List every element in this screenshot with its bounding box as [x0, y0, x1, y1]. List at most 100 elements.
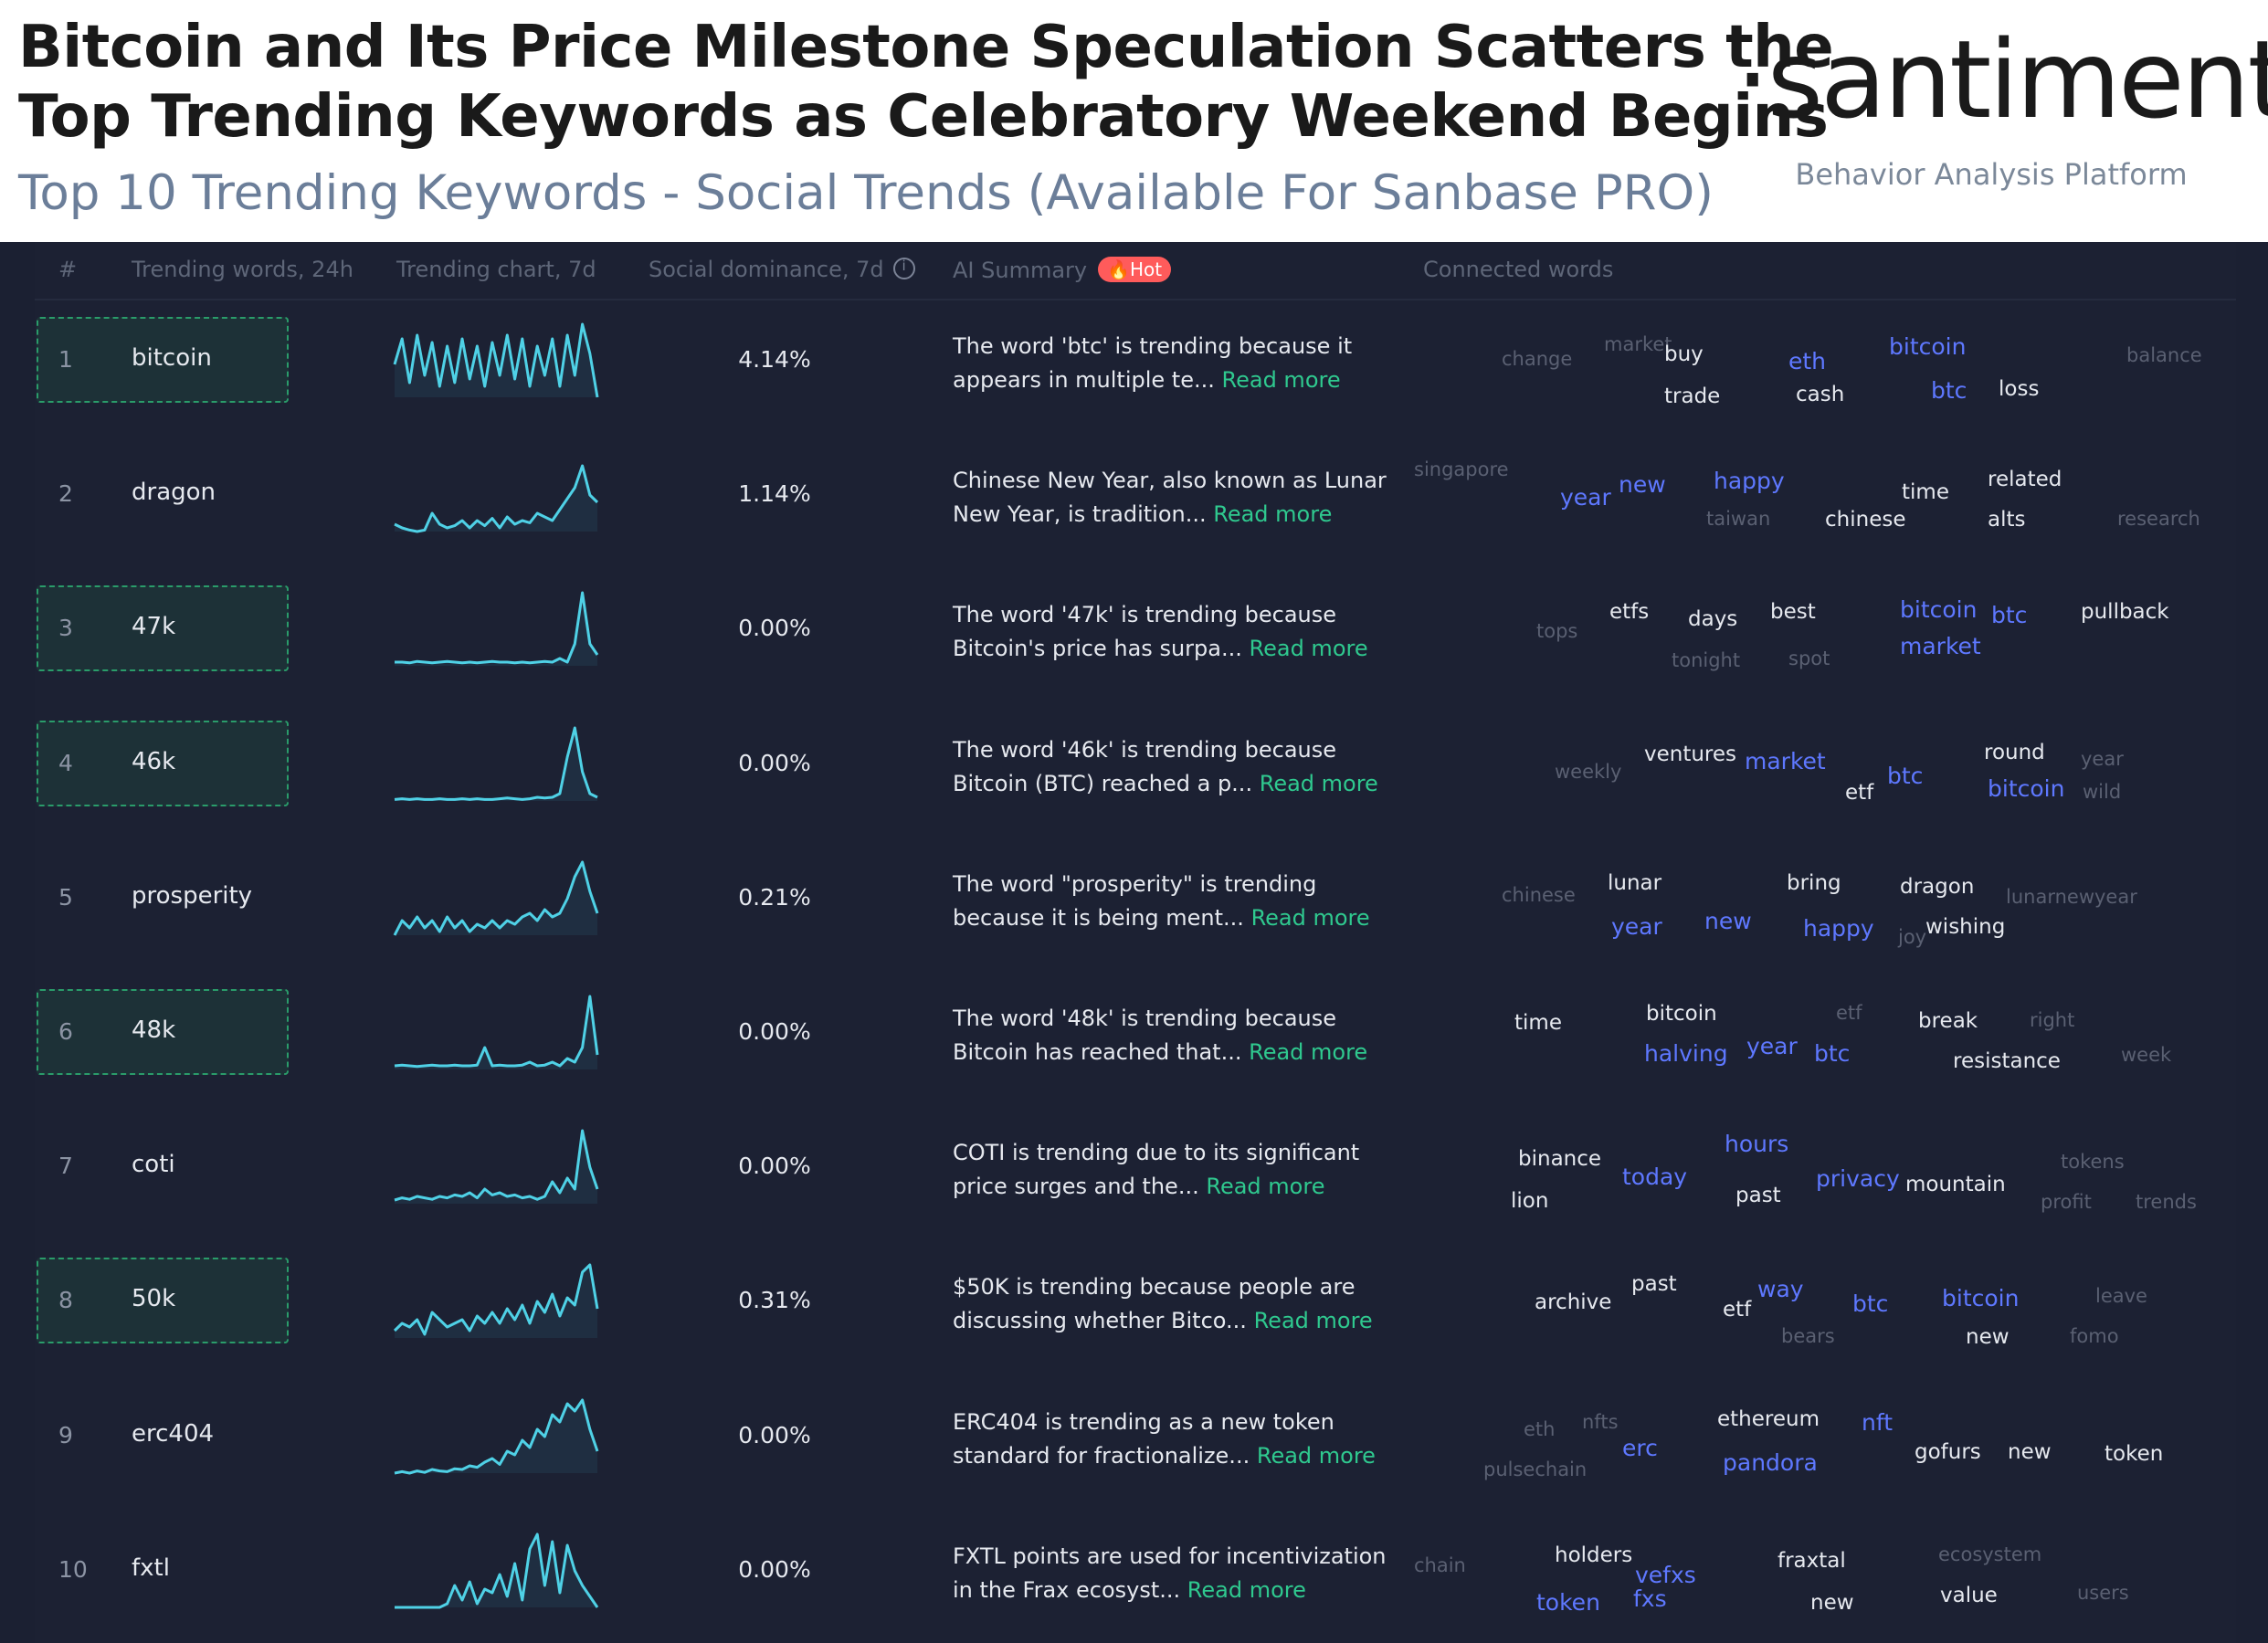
connected-word[interactable]: bitcoin	[1988, 774, 2065, 802]
trending-word[interactable]: 46k	[132, 747, 176, 775]
connected-word[interactable]: token	[2104, 1441, 2164, 1466]
connected-word[interactable]: mountain	[1905, 1173, 2006, 1197]
table-row[interactable]: 2 dragon 1.14% Chinese New Year, also known…	[35, 433, 2236, 567]
connected-word[interactable]: year	[1560, 484, 1611, 511]
connected-word[interactable]: erc	[1622, 1434, 1658, 1461]
connected-word[interactable]: bitcoin	[1942, 1285, 2020, 1312]
connected-word[interactable]: chinese	[1825, 508, 1906, 532]
connected-word[interactable]: pandora	[1723, 1448, 1818, 1476]
connected-word[interactable]: lunar	[1608, 870, 1662, 895]
connected-word[interactable]: bitcoin	[1889, 333, 1967, 360]
connected-word[interactable]: singapore	[1414, 458, 1509, 481]
connected-word[interactable]: pulsechain	[1483, 1458, 1588, 1480]
connected-word[interactable]: loss	[1999, 377, 2040, 401]
connected-word[interactable]: round	[1984, 740, 2045, 764]
connected-word[interactable]: cash	[1796, 383, 1845, 406]
connected-word[interactable]: value	[1940, 1583, 1998, 1607]
connected-word[interactable]: today	[1622, 1164, 1688, 1191]
connected-word[interactable]: profit	[2041, 1191, 2092, 1214]
read-more-link[interactable]: Read more	[1256, 1442, 1376, 1469]
connected-word[interactable]: wild	[2083, 780, 2122, 803]
connected-word[interactable]: weekly	[1555, 760, 1622, 783]
table-row[interactable]: 8 50k 0.31% $50K is trending because people…	[35, 1239, 2236, 1374]
connected-word[interactable]: new	[1704, 907, 1752, 934]
connected-word[interactable]: trends	[2136, 1191, 2197, 1214]
connected-word[interactable]: etf	[1836, 1002, 1862, 1024]
connected-word[interactable]: balance	[2126, 344, 2202, 366]
table-row[interactable]: 5 prosperity 0.21% The word "prosperity" is…	[35, 837, 2236, 971]
connected-word[interactable]: binance	[1518, 1147, 1602, 1172]
connected-word[interactable]: alts	[1988, 508, 2026, 532]
connected-word[interactable]: resistance	[1953, 1049, 2061, 1073]
connected-word[interactable]: taiwan	[1706, 508, 1771, 531]
table-row[interactable]: 7 coti 0.00% COTI is trending due to its si…	[35, 1105, 2236, 1239]
read-more-link[interactable]: Read more	[1221, 367, 1341, 393]
connected-word[interactable]: hours	[1725, 1131, 1789, 1158]
connected-word[interactable]: past	[1631, 1272, 1677, 1297]
connected-word[interactable]: market	[1745, 747, 1826, 774]
connected-word[interactable]: fxs	[1633, 1585, 1667, 1612]
connected-word[interactable]: vefxs	[1635, 1561, 1696, 1588]
connected-word[interactable]: btc	[1887, 762, 1924, 789]
connected-word[interactable]: btc	[1852, 1290, 1889, 1318]
connected-word[interactable]: btc	[1931, 377, 1967, 404]
connected-word[interactable]: ventures	[1644, 742, 1737, 766]
connected-word[interactable]: trade	[1664, 384, 1721, 408]
connected-word[interactable]: etf	[1845, 780, 1874, 805]
connected-word[interactable]: eth	[1524, 1417, 1556, 1440]
connected-word[interactable]: new	[1810, 1590, 1854, 1615]
connected-word[interactable]: time	[1902, 480, 1949, 505]
read-more-link[interactable]: Read more	[1253, 1308, 1373, 1334]
connected-word[interactable]: privacy	[1816, 1165, 1900, 1193]
connected-word[interactable]: ecosystem	[1938, 1543, 2042, 1565]
connected-word[interactable]: week	[2121, 1044, 2172, 1066]
connected-word[interactable]: year	[1611, 912, 1662, 940]
connected-word[interactable]: halving	[1644, 1040, 1728, 1067]
connected-word[interactable]: fraxtal	[1777, 1548, 1846, 1573]
connected-word[interactable]: related	[1988, 468, 2062, 492]
table-row[interactable]: 9 erc404 0.00% ERC404 is trending as a new …	[35, 1374, 2236, 1509]
connected-word[interactable]: tokens	[2061, 1151, 2125, 1174]
connected-word[interactable]: bitcoin	[1646, 1002, 1717, 1026]
table-row[interactable]: 1 bitcoin 4.14% The word 'btc' is trending …	[35, 299, 2236, 433]
trending-word[interactable]: 48k	[132, 1016, 176, 1044]
connected-word[interactable]: etf	[1723, 1298, 1752, 1322]
connected-word[interactable]: archive	[1535, 1290, 1612, 1315]
connected-word[interactable]: holders	[1555, 1543, 1633, 1567]
connected-word[interactable]: tonight	[1672, 649, 1741, 672]
connected-word[interactable]: past	[1735, 1184, 1781, 1208]
connected-word[interactable]: tops	[1536, 620, 1578, 643]
connected-word[interactable]: lion	[1511, 1189, 1549, 1214]
connected-word[interactable]: eth	[1788, 348, 1827, 374]
connected-word[interactable]: lunarnewyear	[2006, 885, 2137, 908]
connected-word[interactable]: break	[1918, 1009, 1978, 1033]
connected-word[interactable]: year	[1746, 1033, 1798, 1059]
connected-word[interactable]: new	[2008, 1439, 2052, 1464]
read-more-link[interactable]: Read more	[1206, 1174, 1325, 1200]
connected-word[interactable]: chinese	[1502, 883, 1576, 906]
trending-word[interactable]: dragon	[132, 479, 216, 507]
connected-word[interactable]: users	[2077, 1581, 2129, 1604]
read-more-link[interactable]: Read more	[1249, 636, 1368, 662]
connected-word[interactable]: happy	[1803, 914, 1874, 942]
table-row[interactable]: 10 fxtl 0.00% FXTL points are used for ince…	[35, 1509, 2236, 1643]
connected-word[interactable]: time	[1514, 1011, 1562, 1035]
connected-word[interactable]: best	[1770, 600, 1816, 625]
trending-word[interactable]: coti	[132, 1151, 175, 1179]
connected-word[interactable]: joy	[1898, 925, 1927, 948]
table-row[interactable]: 6 48k 0.00% The word '48k' is trending beca…	[35, 971, 2236, 1105]
connected-word[interactable]: happy	[1714, 468, 1785, 495]
connected-word[interactable]: days	[1688, 607, 1738, 632]
connected-word[interactable]: market	[1900, 633, 1981, 660]
connected-word[interactable]: buy	[1664, 342, 1704, 366]
read-more-link[interactable]: Read more	[1213, 501, 1333, 528]
connected-word[interactable]: way	[1757, 1276, 1804, 1303]
connected-word[interactable]: chain	[1414, 1553, 1466, 1576]
connected-word[interactable]: spot	[1788, 648, 1830, 670]
connected-word[interactable]: nft	[1862, 1408, 1894, 1436]
trending-word[interactable]: 50k	[132, 1285, 176, 1313]
col-trending-words[interactable]: Trending words, 24h	[132, 257, 353, 282]
read-more-link[interactable]: Read more	[1259, 770, 1378, 796]
read-more-link[interactable]: Read more	[1187, 1576, 1306, 1603]
trending-word[interactable]: 47k	[132, 613, 176, 641]
